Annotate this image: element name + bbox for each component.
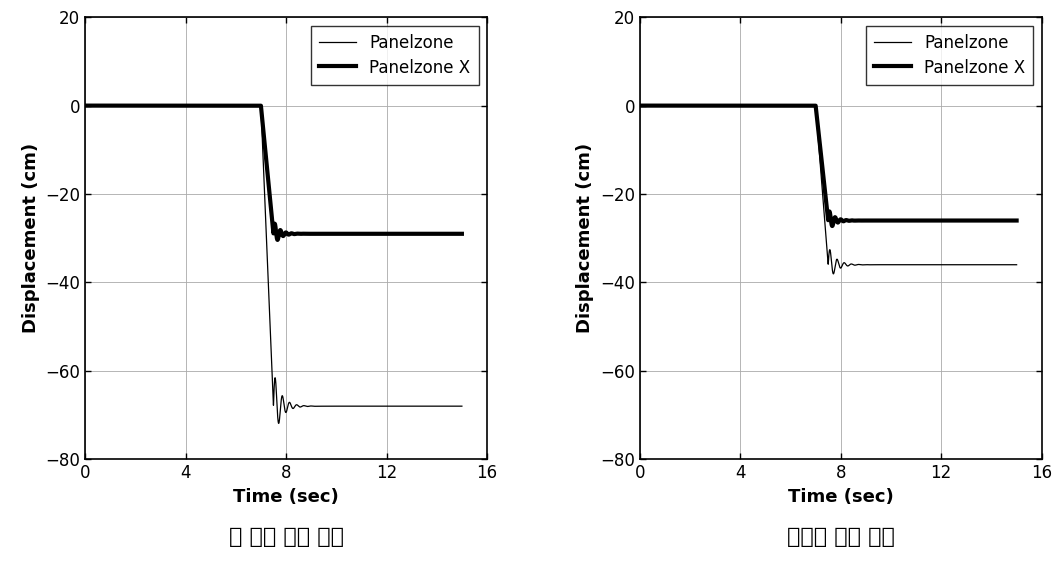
Panelzone X: [777, 102, 790, 109]
Line: Panelzone: Panelzone: [640, 106, 1016, 274]
Panelzone X: [456, 230, 469, 237]
Panelzone: [777, 102, 790, 109]
Panelzone: [634, 102, 646, 109]
Panelzone X: [914, 217, 927, 224]
Panelzone: [389, 403, 402, 410]
Y-axis label: Displacement (cm): Displacement (cm): [576, 143, 594, 333]
Panelzone: [456, 403, 469, 410]
Panelzone X: [634, 102, 646, 109]
Panelzone X: [360, 230, 373, 237]
Panelzone X: [271, 236, 284, 243]
Panelzone X: [1010, 217, 1023, 224]
Panelzone: [1010, 261, 1023, 268]
Panelzone: [305, 402, 318, 409]
Panelzone: [827, 270, 840, 277]
Panelzone: [943, 261, 956, 268]
Panelzone X: [702, 102, 714, 109]
X-axis label: Time (sec): Time (sec): [788, 488, 894, 506]
Line: Panelzone: Panelzone: [85, 106, 462, 424]
Panelzone X: [943, 217, 956, 224]
Panelzone: [878, 261, 891, 268]
Panelzone: [360, 403, 373, 410]
Panelzone: [222, 102, 235, 109]
X-axis label: Time (sec): Time (sec): [233, 488, 339, 506]
Panelzone: [860, 261, 873, 268]
Panelzone: [147, 102, 159, 109]
Y-axis label: Displacement (cm): Displacement (cm): [21, 143, 39, 333]
Text: 두 번째 기둥 제거: 두 번째 기둥 제거: [229, 526, 343, 546]
Panelzone: [324, 403, 337, 410]
Line: Panelzone X: Panelzone X: [85, 106, 462, 240]
Panelzone X: [389, 230, 402, 237]
Panelzone: [79, 102, 91, 109]
Text: 중앙부 기둥 제거: 중앙부 기둥 제거: [787, 526, 895, 546]
Panelzone: [702, 102, 714, 109]
Legend: Panelzone, Panelzone X: Panelzone, Panelzone X: [310, 26, 478, 85]
Panelzone X: [79, 102, 91, 109]
Panelzone: [272, 420, 285, 427]
Panelzone: [914, 261, 927, 268]
Panelzone X: [860, 217, 873, 224]
Panelzone X: [878, 217, 891, 224]
Panelzone X: [147, 102, 159, 109]
Panelzone X: [305, 230, 318, 237]
Panelzone X: [222, 102, 235, 109]
Panelzone X: [324, 230, 337, 237]
Line: Panelzone X: Panelzone X: [640, 106, 1016, 226]
Legend: Panelzone, Panelzone X: Panelzone, Panelzone X: [865, 26, 1033, 85]
Panelzone X: [826, 223, 839, 230]
